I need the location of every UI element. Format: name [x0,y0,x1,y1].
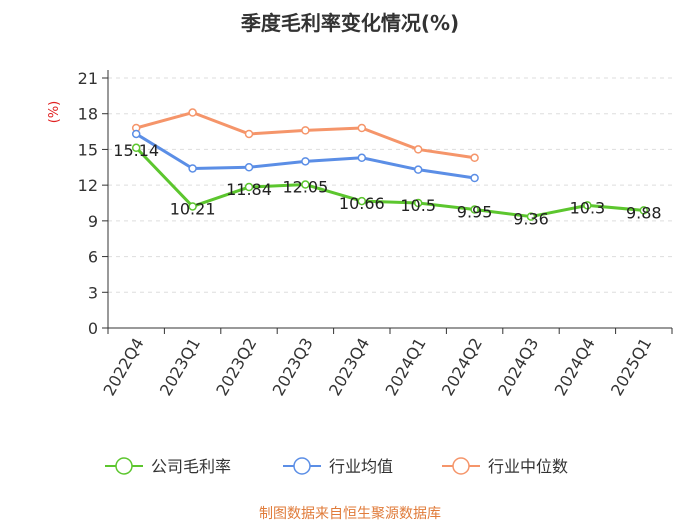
legend-label: 行业均值 [329,457,393,476]
data-labels: 15.14 10.21 11.84 12.05 10.66 10.5 9.95 9.36 10.… [113,141,661,229]
y-tick-label: 9 [88,212,98,231]
x-tick-label: 2024Q3 [494,335,542,399]
data-label: 10.5 [400,196,436,215]
x-tick-label: 2023Q1 [156,335,204,399]
data-point [301,180,310,189]
series-line [135,111,475,160]
data-point [639,206,649,215]
x-tick-label: 2023Q3 [269,335,317,399]
legend-marker [293,457,311,475]
x-tick-label: 2024Q2 [438,335,486,399]
data-point [357,196,367,206]
data-point [131,143,141,153]
data-point [188,202,197,211]
data-label: 9.88 [626,203,662,222]
data-point [357,153,367,163]
y-tick-label: 0 [88,319,98,338]
data-label: 10.3 [570,198,606,217]
x-tick-label: 2023Q2 [212,335,260,399]
data-label: 12.05 [282,178,328,197]
chart-title: 季度毛利率变化情况(%) [240,11,459,35]
data-point [470,173,479,183]
data-point [470,205,479,214]
legend-marker [452,457,470,475]
data-point [188,108,197,117]
series-line [135,132,475,180]
legend-marker [115,457,133,475]
data-point [413,165,423,174]
legend-label: 行业中位数 [488,457,568,476]
data-point [526,212,536,221]
data-label: 9.95 [457,203,493,222]
legend-item: 行业均值 [283,457,393,476]
data-label: 15.14 [113,141,159,160]
y-tick-label: 18 [78,105,98,124]
y-axis-label: (%) [47,101,62,124]
legend-label: 公司毛利率 [151,457,231,476]
y-tick-label: 6 [88,248,98,267]
data-point [244,182,254,192]
data-point [244,163,254,172]
y-tick-label: 3 [88,283,98,302]
data-point [357,123,367,133]
data-point [301,126,310,135]
y-tick-label: 15 [78,140,98,159]
series-layer [131,108,649,221]
gridlines [108,77,672,293]
data-point [188,164,197,173]
legend-item: 行业中位数 [442,457,568,476]
y-tick-label: 12 [78,176,98,195]
legend-item: 公司毛利率 [105,457,231,476]
legend: 公司毛利率 行业均值 行业中位数 [105,457,568,476]
data-point [244,129,254,139]
x-tick-label: 2022Q4 [99,335,147,399]
data-point [583,201,592,210]
data-point [470,153,479,163]
data-label: 10.66 [339,194,385,213]
data-point [413,145,423,154]
data-label: 11.84 [226,180,272,199]
data-point [301,157,310,166]
x-tick-label: 2025Q1 [607,335,655,399]
x-tick-label: 2024Q4 [551,335,599,399]
x-tick-label: 2024Q1 [381,335,429,399]
data-point [131,129,141,139]
x-tick-label: 2023Q4 [325,335,373,399]
data-point [413,198,423,208]
source-note: 制图数据来自恒生聚源数据库 [259,506,441,522]
series-line [135,146,644,219]
data-label: 9.36 [513,210,549,229]
y-tick-label: 21 [78,69,98,88]
data-label: 10.21 [170,199,216,218]
